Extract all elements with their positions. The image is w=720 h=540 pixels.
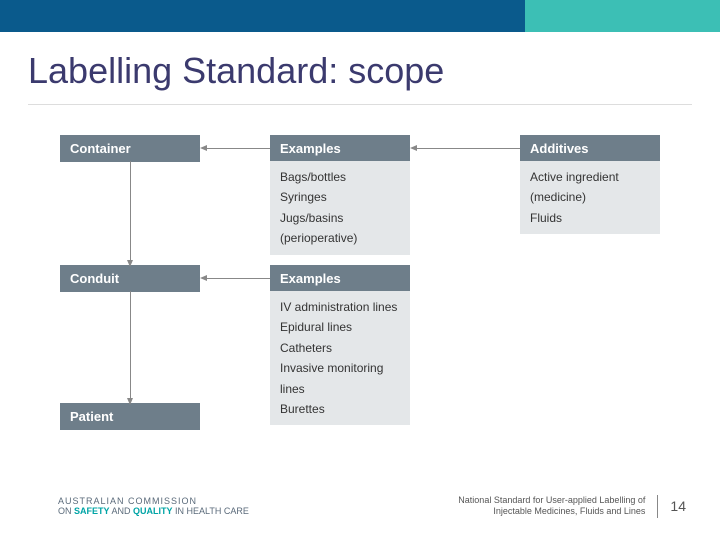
examples1-header: Examples bbox=[270, 135, 410, 162]
page-number: 14 bbox=[658, 498, 686, 514]
commission-logo: AUSTRALIAN COMMISSION ON SAFETY AND QUAL… bbox=[58, 496, 249, 518]
footer-caption: National Standard for User-applied Label… bbox=[458, 495, 658, 518]
slide-footer: AUSTRALIAN COMMISSION ON SAFETY AND QUAL… bbox=[0, 495, 720, 518]
container-header: Container bbox=[60, 135, 200, 162]
examples2-item: Burettes bbox=[280, 399, 400, 419]
additives-item: Active ingredient (medicine) bbox=[530, 167, 650, 208]
examples2-item: Epidural lines bbox=[280, 317, 400, 337]
examples2-item: Catheters bbox=[280, 338, 400, 358]
top-bar-left bbox=[0, 0, 525, 32]
examples2-item: IV administration lines bbox=[280, 297, 400, 317]
scope-diagram: Container Examples Bags/bottles Syringes… bbox=[60, 135, 680, 435]
patient-header: Patient bbox=[60, 403, 200, 430]
examples2-body: IV administration lines Epidural lines C… bbox=[270, 291, 410, 425]
vline-container-to-conduit bbox=[130, 161, 131, 261]
vline-conduit-to-patient bbox=[130, 291, 131, 399]
examples1-item: Syringes bbox=[280, 187, 400, 207]
additives-body: Active ingredient (medicine) Fluids bbox=[520, 161, 660, 234]
footer-caption-line2: Injectable Medicines, Fluids and Lines bbox=[458, 506, 645, 518]
logo-line1: AUSTRALIAN COMMISSION bbox=[58, 496, 249, 507]
examples2-item: Invasive monitoring lines bbox=[280, 358, 400, 399]
arrow-examples1-to-container bbox=[206, 148, 270, 149]
conduit-header: Conduit bbox=[60, 265, 200, 292]
top-header-bar bbox=[0, 0, 720, 32]
additives-header: Additives bbox=[520, 135, 660, 162]
top-bar-right bbox=[525, 0, 720, 32]
title-underline bbox=[28, 104, 692, 105]
examples1-item: Jugs/basins (perioperative) bbox=[280, 208, 400, 249]
logo-line2: ON SAFETY AND QUALITY IN HEALTH CARE bbox=[58, 506, 249, 517]
arrow-additives-to-examples1 bbox=[416, 148, 520, 149]
examples1-item: Bags/bottles bbox=[280, 167, 400, 187]
additives-item: Fluids bbox=[530, 208, 650, 228]
slide-title: Labelling Standard: scope bbox=[28, 50, 720, 92]
arrow-examples2-to-conduit bbox=[206, 278, 270, 279]
examples2-header: Examples bbox=[270, 265, 410, 292]
examples1-body: Bags/bottles Syringes Jugs/basins (perio… bbox=[270, 161, 410, 255]
footer-caption-line1: National Standard for User-applied Label… bbox=[458, 495, 645, 507]
